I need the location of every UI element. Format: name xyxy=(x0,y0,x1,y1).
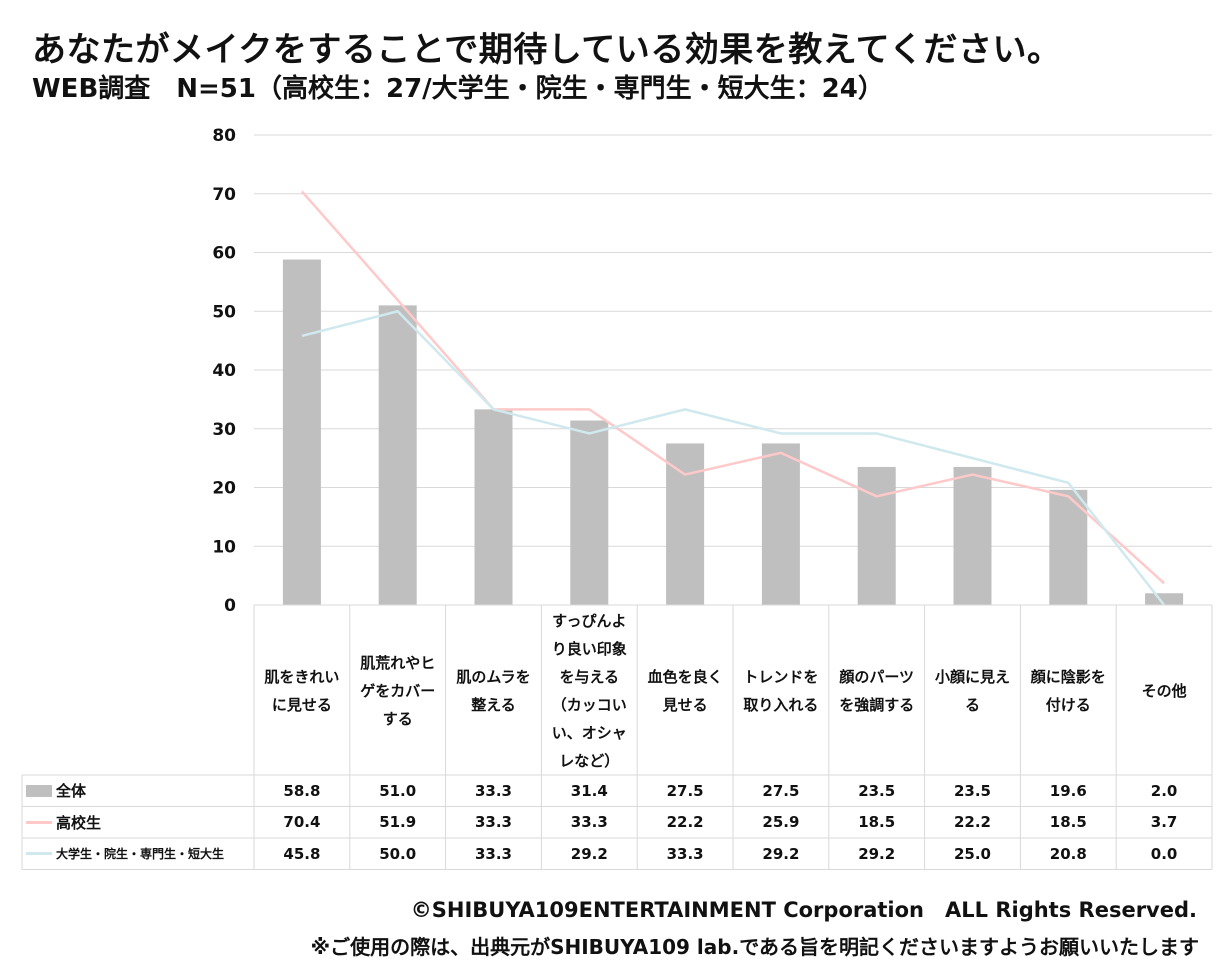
data-cell: 20.8 xyxy=(1049,844,1087,863)
category-label: 肌荒れやヒゲをカバーする xyxy=(360,654,436,728)
legend-entry: 大学生・院生・専門生・短大生 xyxy=(22,838,254,869)
line-university xyxy=(301,310,1166,606)
data-cell: 50.0 xyxy=(379,844,417,863)
data-cell: 18.5 xyxy=(1049,813,1087,831)
category-label: 小顔に見える xyxy=(934,668,1010,714)
chart-subtitle: WEB調査 N=51（高校生：27/大学生・院生・専門生・短大生：24） xyxy=(32,74,884,104)
bar xyxy=(378,305,417,605)
bar xyxy=(474,409,513,605)
category-label: トレンドを取り入れる xyxy=(743,668,819,714)
data-cell: 51.0 xyxy=(379,781,417,800)
data-cell: 27.5 xyxy=(762,781,800,800)
data-cell: 27.5 xyxy=(666,781,704,800)
data-cell: 19.6 xyxy=(1049,781,1087,800)
data-cell: 51.9 xyxy=(379,813,417,831)
y-tick-label: 80 xyxy=(212,126,236,146)
bar xyxy=(666,443,705,605)
category-label: 顔のパーツを強調する xyxy=(839,668,915,714)
data-cell: 70.4 xyxy=(283,813,321,831)
category-label: すっぴんより良い印象を与える（カッコいい、オシャレなど） xyxy=(551,612,627,770)
data-cell: 33.3 xyxy=(474,813,512,831)
data-cell: 31.4 xyxy=(570,781,608,800)
data-cell: 23.5 xyxy=(858,781,896,800)
y-tick-label: 70 xyxy=(212,185,236,205)
legend-swatch xyxy=(26,852,52,855)
data-cell: 29.2 xyxy=(858,844,896,863)
data-cell: 18.5 xyxy=(858,813,896,831)
data-cell: 25.9 xyxy=(762,813,800,831)
data-cell: 3.7 xyxy=(1150,813,1178,831)
series-name: 大学生・院生・専門生・短大生 xyxy=(56,847,225,861)
data-cell: 22.2 xyxy=(666,813,704,831)
data-cell: 58.8 xyxy=(283,781,321,800)
category-label: 肌のムラを整える xyxy=(456,668,531,714)
data-cell: 45.8 xyxy=(283,844,321,863)
bar xyxy=(857,466,896,605)
y-tick-label: 0 xyxy=(224,596,236,616)
data-cell: 33.3 xyxy=(570,813,608,831)
y-tick-label: 10 xyxy=(212,537,236,557)
series-name: 全体 xyxy=(56,782,87,800)
y-tick-label: 40 xyxy=(212,361,236,381)
category-label: 顔に陰影を付ける xyxy=(1030,668,1106,714)
legend-swatch xyxy=(26,820,52,824)
bar xyxy=(282,259,321,605)
usage-note: ※ご使用の際は、出典元がSHIBUYA109 lab.である旨を明記くださいます… xyxy=(310,935,1199,959)
y-tick-label: 60 xyxy=(212,244,236,264)
y-tick-label: 20 xyxy=(212,479,236,499)
bar xyxy=(1145,593,1184,605)
y-tick-label: 30 xyxy=(212,420,236,440)
bar xyxy=(953,466,992,605)
bar xyxy=(570,420,609,605)
line-high-school xyxy=(300,190,1165,585)
y-tick-label: 50 xyxy=(212,302,236,322)
data-cell: 25.0 xyxy=(953,844,991,863)
data-cell: 29.2 xyxy=(570,844,608,863)
data-cell: 33.3 xyxy=(474,844,512,863)
data-cell: 33.3 xyxy=(474,781,512,800)
data-cell: 2.0 xyxy=(1150,781,1178,800)
series-name: 高校生 xyxy=(56,813,102,832)
legend-entry: 全体 xyxy=(22,775,254,806)
data-cell: 33.3 xyxy=(666,844,704,863)
legend-swatch xyxy=(26,784,52,797)
bar xyxy=(761,443,800,605)
legend-entry: 高校生 xyxy=(22,807,254,838)
copyright-text: ©SHIBUYA109ENTERTAINMENT Corporation ALL… xyxy=(410,898,1197,922)
category-label: 肌をきれいに見せる xyxy=(264,668,340,714)
data-cell: 23.5 xyxy=(953,781,991,800)
data-cell: 0.0 xyxy=(1150,844,1178,863)
chart-title: あなたがメイクをすることで期待している効果を教えてください。 xyxy=(32,30,1062,70)
data-cell: 22.2 xyxy=(953,813,991,831)
data-cell: 29.2 xyxy=(762,844,800,863)
category-label: その他 xyxy=(1141,682,1187,700)
category-label: 血色を良く見せる xyxy=(647,668,723,714)
